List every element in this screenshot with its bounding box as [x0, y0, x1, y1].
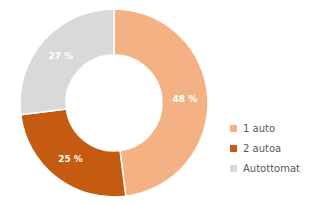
svg-text:27 %: 27 % [48, 51, 73, 61]
svg-text:48 %: 48 % [173, 94, 198, 104]
svg-text:25 %: 25 % [58, 154, 83, 164]
html-text:2 autoa: 2 autoa [243, 142, 282, 154]
html-text:1 auto: 1 auto [243, 122, 275, 134]
html-text:Autottomat: Autottomat [243, 162, 300, 174]
